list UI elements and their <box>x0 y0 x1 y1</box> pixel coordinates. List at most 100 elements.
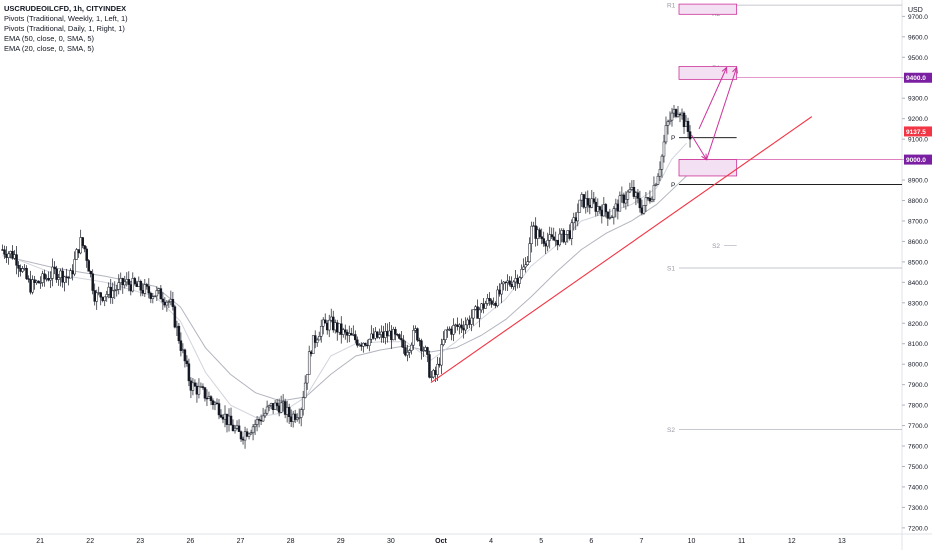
candle-body <box>608 217 612 219</box>
candle-body <box>289 416 293 422</box>
candle-body <box>23 267 26 270</box>
candle-body <box>494 302 497 306</box>
candle-body <box>93 290 96 302</box>
candle-body <box>630 187 634 190</box>
legend-weekly-pivots: Pivots (Traditional, Weekly, 1, Left, 1) <box>4 14 128 23</box>
candle-body <box>7 253 10 258</box>
candle-body <box>600 209 604 217</box>
candle-body <box>610 216 614 219</box>
candle-body <box>287 407 291 418</box>
legend-ema-20: EMA (20, close, 0, SMA, 5) <box>4 44 95 53</box>
candle-body <box>223 413 227 420</box>
candle-body <box>259 419 263 422</box>
candle-body <box>340 323 343 335</box>
candle-body <box>612 208 616 218</box>
candle-body <box>456 324 459 327</box>
candle-body <box>504 281 507 284</box>
candle-body <box>646 197 650 199</box>
candle-body <box>522 266 525 270</box>
candle-body <box>87 260 90 272</box>
candle-body <box>624 199 628 204</box>
candle-body <box>319 325 323 337</box>
pivot-label: P <box>671 135 675 142</box>
candle-body <box>327 319 331 331</box>
candle-body <box>151 296 155 299</box>
level-badge-label: 9000.0 <box>906 157 926 164</box>
candle-body <box>237 425 241 432</box>
candle-body <box>125 279 129 283</box>
y-tick-label: 9700.0 <box>908 14 928 21</box>
candle-body <box>448 328 451 331</box>
candle-body <box>676 113 680 117</box>
legend-ema-50: EMA (50, close, 0, SMA, 5) <box>4 34 95 43</box>
candle-body <box>171 299 175 307</box>
candle-body <box>197 386 201 395</box>
candle-body <box>344 329 347 333</box>
candle-body <box>243 431 247 441</box>
candle-body <box>25 267 28 279</box>
candle-body <box>307 351 311 375</box>
candle-body <box>275 402 279 407</box>
candle-body <box>412 330 415 346</box>
candle-body <box>604 204 608 213</box>
candle-body <box>526 261 529 266</box>
candle-body <box>27 278 30 280</box>
candle-body <box>107 286 110 295</box>
candle-body <box>616 203 620 212</box>
candle-body <box>19 268 22 272</box>
x-tick-label: 29 <box>337 538 345 545</box>
candle-body <box>666 121 670 126</box>
y-tick-label: 7500.0 <box>908 464 928 471</box>
candle-body <box>119 278 123 283</box>
candle-body <box>418 339 421 342</box>
y-tick-label: 7900.0 <box>908 382 928 389</box>
candle-body <box>422 350 425 352</box>
candle-body <box>53 266 56 270</box>
candle-body <box>672 109 676 114</box>
candle-body <box>241 438 245 441</box>
candle-body <box>682 112 686 127</box>
candle-body <box>622 194 626 204</box>
arrow-head <box>732 66 738 74</box>
candle-body <box>163 301 167 306</box>
currency-label: USD <box>908 7 923 14</box>
candle-body <box>668 119 672 122</box>
candle-body <box>430 376 433 379</box>
candle-body <box>155 290 159 297</box>
candle-body <box>434 370 437 375</box>
candle-body <box>354 334 357 341</box>
candle-body <box>255 419 259 425</box>
candle-body <box>476 306 479 319</box>
y-tick-label: 8800.0 <box>908 198 928 205</box>
candle-body <box>15 254 18 266</box>
candle-body <box>626 191 630 200</box>
candle-body <box>139 281 143 291</box>
candle-body <box>510 284 513 287</box>
candle-body <box>157 288 161 291</box>
x-tick-label: 23 <box>136 538 144 545</box>
candle-body <box>662 141 666 157</box>
candle-body <box>159 288 163 300</box>
candle-body <box>498 289 501 295</box>
candle-body <box>261 415 265 422</box>
candle-body <box>293 413 297 420</box>
x-tick-label: 30 <box>387 538 395 545</box>
x-tick-label: 5 <box>539 538 543 545</box>
candle-body <box>91 273 94 291</box>
candle-body <box>628 189 632 193</box>
candle-body <box>650 199 654 202</box>
y-tick-label: 8600.0 <box>908 239 928 246</box>
candle-body <box>528 243 531 262</box>
y-tick-label: 8700.0 <box>908 218 928 225</box>
candle-body <box>41 273 44 283</box>
candle-body <box>664 125 668 143</box>
candle-body <box>295 417 299 420</box>
pivot-label: S1 <box>667 266 675 273</box>
candle-body <box>233 428 237 432</box>
candle-body <box>333 322 337 331</box>
candle-body <box>432 370 435 378</box>
candle-body <box>348 333 351 336</box>
candle-body <box>540 236 543 239</box>
